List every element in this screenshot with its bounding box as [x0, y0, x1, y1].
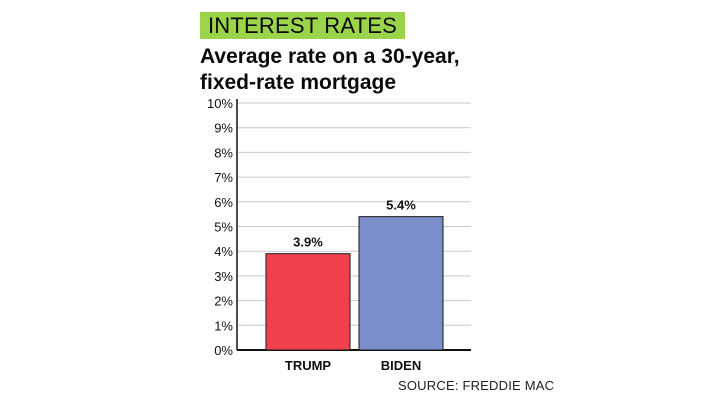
y-tick-label: 9%	[214, 121, 233, 136]
y-tick-label: 4%	[214, 244, 233, 259]
bar-biden	[358, 216, 444, 351]
chart-title-line-2: fixed-rate mortgage	[200, 71, 397, 94]
chart-title-line-1: Average rate on a 30-year,	[200, 45, 460, 68]
y-tick-label: 7%	[214, 170, 233, 185]
y-tick-label: 1%	[214, 318, 233, 333]
bar-trump	[265, 253, 351, 351]
chart-kicker-label: INTEREST RATES	[200, 12, 406, 39]
y-tick-label: 2%	[214, 294, 233, 309]
y-tick-label: 6%	[214, 195, 233, 210]
x-tick-label: BIDEN	[381, 358, 421, 373]
data-label: 5.4%	[386, 198, 416, 213]
y-tick-label: 10%	[207, 96, 233, 111]
data-label: 3.9%	[293, 235, 323, 250]
y-tick-label: 5%	[214, 220, 233, 235]
y-tick-label: 0%	[214, 343, 233, 358]
source-note: SOURCE: FREDDIE MAC	[398, 378, 555, 393]
y-tick-label: 8%	[214, 145, 233, 160]
chart-title: Average rate on a 30-year, fixed-rate mo…	[200, 44, 520, 96]
y-tick-label: 3%	[214, 269, 233, 284]
x-tick-label: TRUMP	[285, 358, 332, 373]
